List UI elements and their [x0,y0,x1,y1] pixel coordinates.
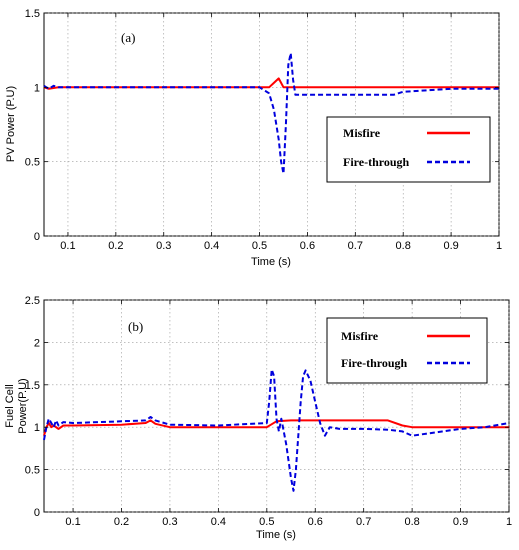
panel-b-legend: Misfire Fire-through [326,317,488,384]
b-xtick-label: 0.5 [259,516,274,528]
a-xtick-label: 0.9 [443,240,458,252]
panel-a-chart: 0.1 0.2 0.3 0.4 0.5 0.6 0.7 0.8 0.9 1 0 0.5 1 1.5 Tim… [5,8,502,268]
a-xtick-label: 0.1 [60,240,75,252]
b-xtick-label: 0.6 [308,516,323,528]
panel-b-legend-firethrough-label: Fire-through [341,356,408,370]
a-xtick-label: 1 [496,240,502,252]
panel-a-legend-firethrough-label: Fire-through [343,155,410,169]
a-ytick-label: 1 [34,82,40,94]
a-xtick-label: 0.4 [204,240,219,252]
panel-b-legend-misfire-label: Misfire [341,329,379,343]
panel-a-xlabel: Time (s) [251,256,291,268]
panel-a-legend: Misfire Fire-through [326,116,491,183]
b-series-fire-through-line [43,368,510,492]
b-xtick-label: 0.7 [356,516,371,528]
a-ytick-label: 0 [34,231,40,243]
panel-a-series [43,52,499,175]
panel-b-chart: 0.1 0.2 0.3 0.4 0.5 0.6 0.7 0.8 0.9 1 0 0.5 1 1.5 2 2.5… [4,295,512,541]
a-series-fire-through-line [43,52,499,175]
b-xtick-label: 0.9 [453,516,468,528]
a-xtick-label: 0.5 [252,240,267,252]
b-ytick-label: 0.5 [25,465,40,477]
b-xtick-label: 0.2 [114,516,129,528]
a-xtick-label: 0.8 [396,240,411,252]
b-ytick-label: 2.5 [25,295,40,307]
b-ytick-label: 0 [34,507,40,519]
panel-a-legend-box [326,116,491,183]
b-ytick-label: 1.5 [25,380,40,392]
panel-a-grid [44,12,500,237]
b-xtick-label: 0.3 [162,516,177,528]
a-ytick-label: 0.5 [25,157,40,169]
b-xtick-label: 0.1 [65,516,80,528]
panel-a-label: (a) [121,30,135,45]
panel-a-ylabel: PV Power (P.U) [5,86,17,162]
b-xtick-label: 0.8 [404,516,419,528]
panel-b-ylabel-line2: Power(P.U) [17,378,29,433]
a-ytick-label: 1.5 [25,8,40,20]
a-xtick-label: 0.3 [156,240,171,252]
panel-b-xlabel: Time (s) [256,529,296,541]
panel-b-legend-box [326,317,488,384]
panel-b-ticks: 0.1 0.2 0.3 0.4 0.5 0.6 0.7 0.8 0.9 1 0 0.5 1 1.5 2 2.5 [25,295,512,528]
panel-b-series [43,368,510,492]
panel-a-legend-misfire-label: Misfire [343,126,381,140]
a-xtick-label: 0.2 [108,240,123,252]
b-xtick-label: 0.4 [211,516,226,528]
a-series-misfire-line [43,77,499,90]
panel-b-ylabel-line1: Fuel Cell [4,384,16,427]
b-ytick-label: 2 [34,337,40,349]
panel-a-ticks: 0.1 0.2 0.3 0.4 0.5 0.6 0.7 0.8 0.9 1 0 0.5 1 1.5 [25,8,502,252]
a-xtick-label: 0.6 [300,240,315,252]
b-xtick-label: 1 [506,516,512,528]
b-ytick-label: 1 [34,422,40,434]
a-xtick-label: 0.7 [348,240,363,252]
panel-b-label: (b) [128,319,143,334]
